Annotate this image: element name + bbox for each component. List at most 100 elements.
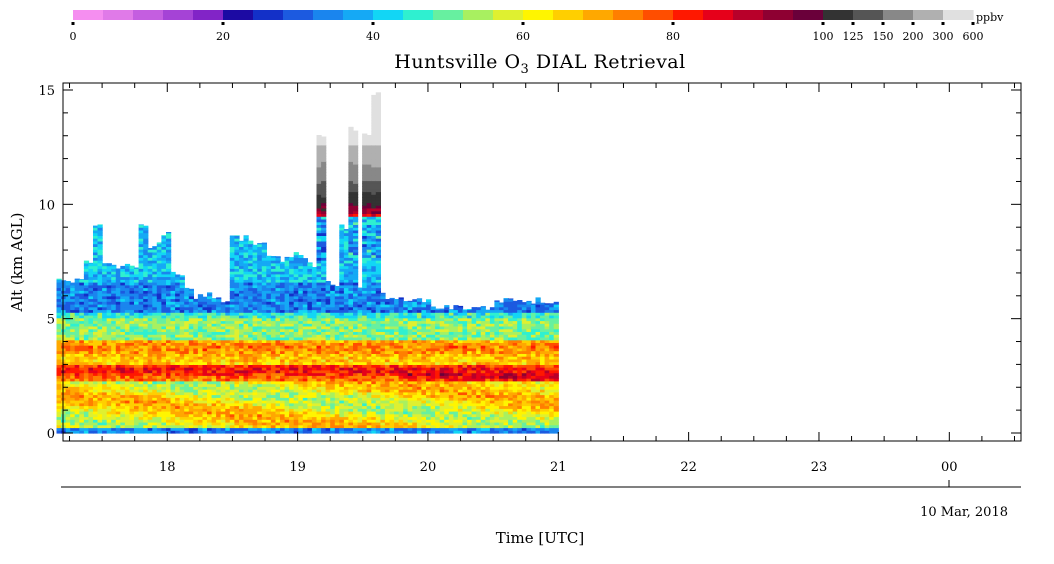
heatmap-cell xyxy=(348,186,354,190)
heatmap-cell xyxy=(280,261,286,264)
heatmap-cell xyxy=(179,394,185,398)
heatmap-cell xyxy=(316,353,322,357)
heatmap-cell xyxy=(375,424,381,429)
heatmap-cell xyxy=(339,378,345,382)
heatmap-cell xyxy=(280,408,286,412)
heatmap-cell xyxy=(184,413,190,418)
heatmap-cell xyxy=(311,304,318,308)
heatmap-cell xyxy=(280,265,286,269)
heatmap-cell xyxy=(156,378,162,382)
heatmap-cell xyxy=(325,301,331,305)
heatmap-cell xyxy=(239,287,245,291)
heatmap-cell xyxy=(229,306,235,311)
heatmap-cell xyxy=(175,378,181,382)
heatmap-cell xyxy=(270,271,277,275)
heatmap-cell xyxy=(371,153,377,157)
heatmap-cell xyxy=(88,364,94,368)
heatmap-cell xyxy=(106,287,112,291)
heatmap-cell xyxy=(120,279,126,283)
heatmap-cell xyxy=(261,317,267,322)
heatmap-cell xyxy=(93,254,99,258)
heatmap-cell xyxy=(211,416,217,420)
heatmap-cell xyxy=(83,402,90,407)
colorbar-tick-label: 0 xyxy=(70,30,77,43)
heatmap-cell xyxy=(97,424,103,429)
heatmap-cell xyxy=(61,326,67,330)
heatmap-cell xyxy=(348,320,354,324)
heatmap-cell xyxy=(311,317,318,322)
heatmap-cell xyxy=(266,334,272,338)
heatmap-cell xyxy=(143,405,149,409)
heatmap-cell xyxy=(79,378,85,382)
heatmap-cell xyxy=(293,350,299,354)
heatmap-cell xyxy=(152,389,158,393)
heatmap-cell xyxy=(234,424,240,429)
heatmap-cell xyxy=(371,345,377,349)
heatmap-cell xyxy=(353,361,359,365)
heatmap-cell xyxy=(302,306,308,311)
heatmap-cell xyxy=(316,150,322,154)
heatmap-cell xyxy=(170,430,176,434)
heatmap-cell xyxy=(56,315,62,319)
heatmap-cell xyxy=(293,337,299,341)
heatmap-cell xyxy=(138,240,144,245)
heatmap-cell xyxy=(298,430,304,434)
heatmap-cell xyxy=(111,306,117,311)
heatmap-cell xyxy=(156,306,162,311)
heatmap-cell xyxy=(362,147,368,151)
heatmap-cell xyxy=(234,416,240,420)
heatmap-cell xyxy=(375,295,381,300)
heatmap-cell xyxy=(74,367,80,371)
heatmap-cell xyxy=(216,372,222,376)
heatmap-cell xyxy=(321,309,327,313)
heatmap-cell xyxy=(325,372,331,376)
heatmap-cell xyxy=(261,312,267,316)
heatmap-cell xyxy=(143,331,149,335)
heatmap-cell xyxy=(211,317,217,322)
heatmap-cell xyxy=(229,411,235,415)
heatmap-cell xyxy=(353,391,359,396)
heatmap-cell xyxy=(166,284,172,289)
heatmap-cell xyxy=(184,375,190,379)
heatmap-cell xyxy=(147,361,153,365)
heatmap-cell xyxy=(220,397,226,401)
heatmap-cell xyxy=(275,320,281,324)
heatmap-cell xyxy=(166,422,172,426)
heatmap-cell xyxy=(311,413,318,418)
heatmap-cell xyxy=(193,378,199,382)
heatmap-cell xyxy=(143,320,149,324)
heatmap-cell xyxy=(270,290,277,294)
heatmap-cell xyxy=(280,326,286,330)
heatmap-cell xyxy=(56,419,62,423)
heatmap-cell xyxy=(343,276,350,280)
heatmap-cell xyxy=(156,350,162,354)
heatmap-cell xyxy=(225,309,231,313)
heatmap-cell xyxy=(375,194,381,198)
heatmap-cell xyxy=(220,378,226,382)
heatmap-cell xyxy=(70,342,76,346)
heatmap-cell xyxy=(252,361,258,365)
heatmap-cell xyxy=(321,273,327,278)
heatmap-cell xyxy=(366,298,372,302)
heatmap-cell xyxy=(106,424,112,429)
heatmap-cell xyxy=(266,312,272,316)
heatmap-cell xyxy=(234,271,240,275)
heatmap-cell xyxy=(362,400,368,404)
heatmap-cell xyxy=(216,400,222,404)
heatmap-cell xyxy=(111,416,117,420)
heatmap-cell xyxy=(143,304,149,308)
heatmap-cell xyxy=(375,342,381,346)
heatmap-cell xyxy=(261,378,267,382)
heatmap-cell xyxy=(120,312,126,316)
heatmap-cell xyxy=(316,386,322,390)
heatmap-cell xyxy=(106,273,112,278)
heatmap-cell xyxy=(257,389,263,393)
heatmap-cell xyxy=(280,328,286,332)
heatmap-cell xyxy=(302,397,308,401)
heatmap-cell xyxy=(239,309,245,313)
heatmap-cell xyxy=(252,378,258,382)
heatmap-cell xyxy=(366,246,372,250)
heatmap-cell xyxy=(65,334,71,338)
heatmap-cell xyxy=(275,375,281,379)
